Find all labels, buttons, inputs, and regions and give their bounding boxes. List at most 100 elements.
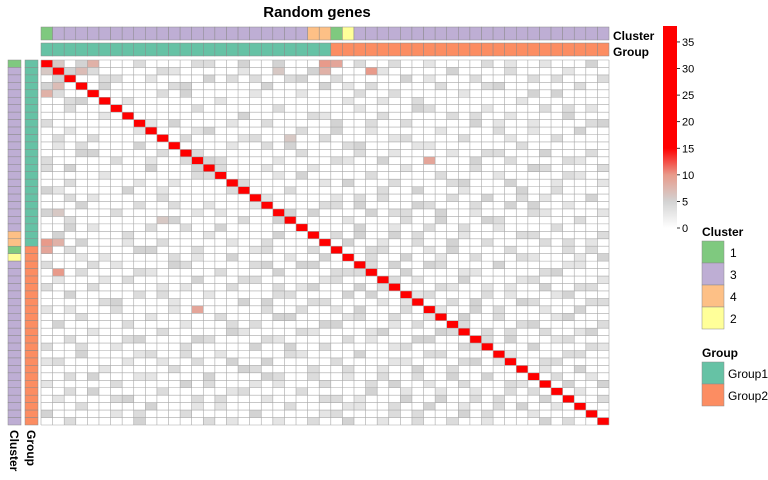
left-cluster-cell	[7, 134, 22, 143]
heatmap-cell	[64, 305, 76, 314]
heatmap-cell	[527, 320, 540, 329]
heatmap-cell	[377, 372, 389, 381]
heatmap-cell	[353, 149, 366, 157]
heatmap-cell	[238, 328, 250, 336]
heatmap-cell	[145, 223, 157, 232]
heatmap-cell	[261, 82, 273, 90]
heatmap-cell	[284, 343, 297, 351]
heatmap-cell	[226, 238, 239, 247]
heatmap-cell	[191, 171, 204, 180]
heatmap-cell	[353, 201, 366, 209]
cluster-legend-label: 4	[730, 290, 737, 304]
heatmap-cell	[214, 313, 227, 321]
heatmap-cell	[238, 67, 250, 75]
heatmap-cell	[191, 395, 204, 403]
top-cluster-cell	[260, 26, 274, 41]
heatmap-cell	[388, 313, 401, 321]
heatmap-cell	[249, 261, 262, 269]
heatmap-cell	[562, 313, 575, 321]
heatmap-cell	[307, 417, 320, 425]
heatmap-cell	[296, 305, 308, 314]
heatmap-cell	[539, 305, 552, 314]
heatmap-cell	[226, 387, 239, 396]
heatmap-cell	[41, 261, 53, 269]
heatmap-cell	[272, 268, 285, 277]
group-legend: Group Group1 Group2	[701, 346, 768, 407]
heatmap-diagonal-cell	[226, 179, 239, 187]
heatmap-cell	[122, 335, 134, 344]
heatmap-cell	[342, 365, 354, 373]
heatmap-cell	[493, 119, 505, 128]
heatmap-cell	[469, 74, 482, 83]
top-group-cell	[481, 42, 494, 57]
heatmap-diagonal-cell	[319, 238, 331, 247]
heatmap-cell	[145, 164, 157, 172]
heatmap-cell	[75, 67, 88, 75]
heatmap-cell	[307, 208, 320, 217]
top-group-cell	[145, 42, 158, 57]
heatmap-cell	[133, 179, 146, 187]
left-cluster-cell	[7, 275, 22, 284]
heatmap-cell	[75, 313, 88, 321]
heatmap-cell	[145, 119, 157, 128]
left-group-cell	[24, 253, 39, 262]
heatmap-cell	[64, 372, 76, 381]
heatmap-cell	[527, 343, 540, 351]
heatmap-cell	[365, 119, 378, 128]
heatmap-cell	[423, 104, 436, 113]
left-cluster-cell	[7, 89, 22, 98]
heatmap-diagonal-cell	[261, 201, 273, 209]
heatmap-cell	[504, 179, 517, 187]
left-group-cell	[24, 134, 39, 143]
heatmap-cell	[411, 320, 424, 329]
heatmap-cell	[319, 410, 331, 418]
heatmap-diagonal-cell	[110, 104, 123, 113]
heatmap-cell	[353, 313, 366, 321]
top-group-cell	[237, 42, 250, 57]
top-group-annotation	[40, 42, 610, 57]
heatmap-cell	[446, 112, 459, 120]
heatmap-cell	[284, 350, 297, 358]
left-cluster-cell	[7, 223, 22, 232]
group-legend-swatch	[701, 383, 725, 407]
heatmap-cell	[481, 290, 494, 299]
heatmap-cell	[180, 156, 192, 165]
heatmap-cell	[493, 313, 505, 321]
heatmap-cell	[330, 268, 343, 277]
top-cluster-cell	[203, 26, 216, 41]
heatmap-cell	[64, 164, 76, 172]
heatmap-cell	[481, 335, 494, 344]
heatmap-cell	[330, 60, 343, 68]
top-cluster-cell	[249, 26, 262, 41]
top-cluster-label: Cluster	[613, 29, 655, 43]
heatmap-cell	[574, 156, 586, 165]
heatmap-cell	[319, 179, 331, 187]
heatmap-cell	[249, 343, 262, 351]
heatmap-cell	[122, 186, 134, 195]
heatmap-cell	[156, 357, 169, 366]
heatmap-cell	[52, 141, 65, 150]
heatmap-cell	[284, 290, 297, 299]
heatmap-cell	[481, 149, 494, 157]
heatmap-cell	[377, 194, 389, 202]
heatmap-cell	[156, 89, 169, 98]
heatmap-cell	[319, 380, 331, 388]
heatmap-cell	[411, 335, 424, 344]
top-group-cell	[110, 42, 123, 57]
heatmap-cell	[203, 335, 215, 344]
heatmap-cell	[133, 290, 146, 299]
top-cluster-cell	[492, 26, 505, 41]
top-cluster-cell	[550, 26, 563, 41]
heatmap-cell	[411, 141, 424, 150]
heatmap-diagonal-cell	[400, 290, 412, 299]
heatmap-cell	[562, 201, 575, 209]
heatmap-cell	[551, 74, 563, 83]
cluster-legend-label: 1	[730, 246, 737, 260]
heatmap-cell	[261, 357, 273, 366]
heatmap-cell	[353, 60, 366, 68]
heatmap-cell	[180, 134, 192, 142]
left-cluster-cell	[7, 402, 22, 411]
left-cluster-cell	[7, 96, 22, 105]
heatmap-cell	[423, 60, 436, 68]
heatmap-cell	[504, 201, 517, 209]
